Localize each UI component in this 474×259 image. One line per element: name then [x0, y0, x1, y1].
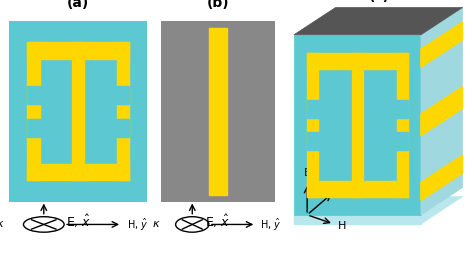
Bar [209, 28, 227, 195]
Bar [397, 53, 408, 197]
Text: (a): (a) [67, 0, 89, 10]
Bar [307, 100, 322, 118]
Bar [27, 42, 129, 59]
Bar [393, 100, 408, 118]
Text: κ: κ [153, 219, 159, 229]
Text: κ: κ [337, 187, 344, 197]
Bar [27, 164, 129, 180]
Polygon shape [421, 8, 463, 215]
Text: E, $\hat{x}$: E, $\hat{x}$ [65, 213, 91, 230]
Bar [27, 86, 45, 104]
Polygon shape [294, 35, 421, 215]
Bar [393, 132, 408, 150]
Text: κ: κ [0, 219, 3, 229]
Text: H, $\hat{y}$: H, $\hat{y}$ [127, 216, 148, 233]
Polygon shape [421, 155, 463, 200]
Bar [307, 132, 322, 150]
Bar [111, 119, 129, 137]
Text: E, $\hat{x}$: E, $\hat{x}$ [205, 213, 231, 230]
Bar [27, 42, 40, 180]
Text: H: H [337, 221, 346, 231]
Polygon shape [294, 197, 463, 224]
Bar [72, 42, 84, 180]
Bar [111, 86, 129, 104]
Polygon shape [421, 87, 463, 136]
Polygon shape [294, 215, 421, 224]
Bar [27, 119, 45, 137]
Polygon shape [421, 22, 463, 67]
Polygon shape [294, 8, 463, 35]
Bar [307, 181, 408, 197]
Bar [307, 53, 318, 197]
Bar [307, 53, 408, 69]
Bar [117, 42, 129, 180]
Bar [352, 53, 363, 197]
Text: (c): (c) [369, 0, 390, 3]
Text: H, $\hat{y}$: H, $\hat{y}$ [260, 216, 282, 233]
Text: E: E [304, 168, 310, 178]
Text: (b): (b) [207, 0, 229, 10]
